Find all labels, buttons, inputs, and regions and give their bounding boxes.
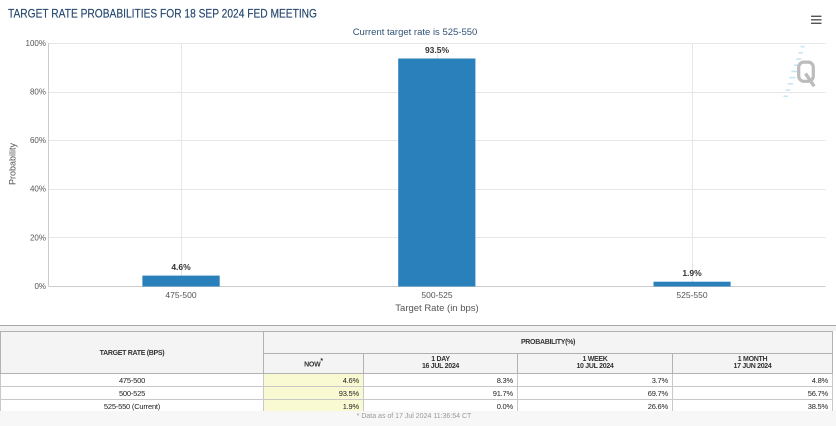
svg-text:0%: 0% — [34, 282, 46, 291]
svg-text:475-500: 475-500 — [165, 290, 196, 300]
svg-text:4.6%: 4.6% — [171, 262, 191, 272]
svg-text:100%: 100% — [26, 39, 46, 48]
svg-text:60%: 60% — [30, 136, 46, 145]
svg-text:93.5%: 93.5% — [425, 45, 450, 55]
svg-text:Probability: Probability — [8, 142, 18, 185]
svg-text:1.9%: 1.9% — [682, 268, 702, 278]
svg-text:500-525: 500-525 — [421, 290, 452, 300]
svg-text:Current target rate is 525-550: Current target rate is 525-550 — [353, 27, 478, 38]
svg-text:TARGET RATE PROBABILITIES FOR: TARGET RATE PROBABILITIES FOR 18 SEP 202… — [8, 7, 317, 21]
svg-text:80%: 80% — [30, 88, 46, 97]
svg-text:Target Rate (in bps): Target Rate (in bps) — [395, 303, 478, 314]
svg-text:525-550: 525-550 — [676, 290, 707, 300]
svg-text:40%: 40% — [30, 185, 46, 194]
svg-text:20%: 20% — [30, 234, 46, 243]
